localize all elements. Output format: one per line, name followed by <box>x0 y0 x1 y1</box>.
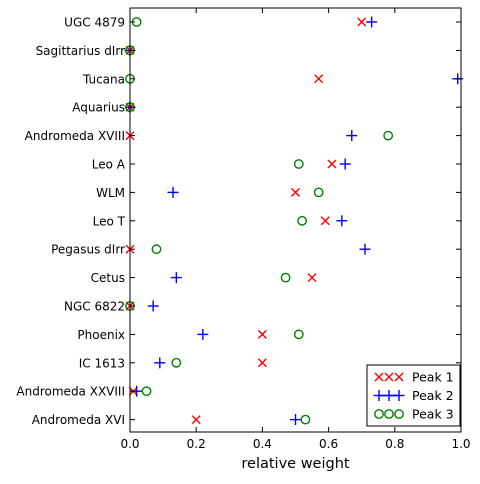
data-point <box>257 329 267 339</box>
series-peak-3 <box>125 17 394 425</box>
data-point <box>297 215 308 226</box>
data-point <box>147 300 159 312</box>
data-point <box>154 357 166 369</box>
data-point <box>357 17 367 27</box>
y-category-label: Andromeda XVI <box>32 413 125 427</box>
data-point <box>141 386 152 397</box>
data-point <box>307 273 317 283</box>
data-point <box>327 159 337 169</box>
series-peak-2 <box>124 16 464 426</box>
legend-label: Peak 2 <box>412 388 454 403</box>
data-point <box>314 74 324 84</box>
data-point <box>336 215 348 227</box>
data-point <box>300 414 311 425</box>
data-point <box>320 216 330 226</box>
legend-entry: Peak 3 <box>374 407 454 422</box>
y-category-label: Andromeda XXVIII <box>16 385 125 399</box>
y-category-label: UGC 4879 <box>64 16 125 30</box>
legend-marker <box>394 409 404 419</box>
data-point <box>280 272 291 283</box>
data-point <box>170 272 182 284</box>
legend-marker <box>384 372 394 382</box>
data-layer <box>124 16 464 426</box>
x-tick-label: 0.2 <box>187 437 206 451</box>
legend-marker <box>374 372 384 382</box>
data-point <box>257 358 267 368</box>
legend-entry: Peak 1 <box>374 370 454 385</box>
y-category-label: Leo A <box>92 158 126 172</box>
data-point <box>197 328 209 340</box>
y-category-label: WLM <box>96 186 125 200</box>
data-point <box>346 130 358 142</box>
y-category-label: NGC 6822 <box>64 300 125 314</box>
y-category-label: Leo T <box>93 214 126 228</box>
legend-marker <box>394 372 404 382</box>
data-point <box>167 186 179 198</box>
data-point <box>293 159 304 169</box>
legend-label: Peak 1 <box>412 370 454 385</box>
x-tick-label: 0.8 <box>385 437 404 451</box>
data-point <box>293 329 304 340</box>
data-point <box>171 357 182 368</box>
y-category-label: Phoenix <box>77 328 125 342</box>
data-point <box>366 16 378 28</box>
x-tick-label: 0.6 <box>319 437 338 451</box>
y-category-label: Aquarius <box>72 101 125 115</box>
data-point <box>151 244 162 255</box>
legend-label: Peak 3 <box>412 407 454 422</box>
legend: Peak 1 Peak 2 Peak 3 <box>366 364 461 427</box>
axes-frame <box>129 7 462 433</box>
y-category-label: Pegasus dIrr <box>51 243 125 257</box>
label-layer: 0.0 0.2 0.4 0.6 0.8 1.0 UGC 4879 Sagittarius dI… <box>16 16 470 452</box>
x-tick-label: 1.0 <box>451 437 470 451</box>
data-point <box>383 130 394 141</box>
data-point <box>313 187 324 198</box>
x-tick-label: 0.0 <box>120 437 139 451</box>
y-category-label: Tucana <box>82 72 125 86</box>
y-category-label: Sagittarius dIrr <box>36 44 126 58</box>
legend-entry: Peak 2 <box>373 388 454 403</box>
x-axis-label: relative weight <box>241 456 350 472</box>
data-point <box>339 158 351 170</box>
data-point <box>291 187 300 197</box>
data-point <box>191 415 201 425</box>
y-category-label: Cetus <box>91 271 125 285</box>
legend-marker <box>374 409 384 419</box>
x-tick-label: 0.4 <box>253 437 272 451</box>
y-category-label: IC 1613 <box>79 356 125 370</box>
y-category-label: Andromeda XVIII <box>25 129 125 143</box>
legend-marker <box>384 409 394 419</box>
data-point <box>359 243 371 255</box>
data-point <box>290 414 301 426</box>
